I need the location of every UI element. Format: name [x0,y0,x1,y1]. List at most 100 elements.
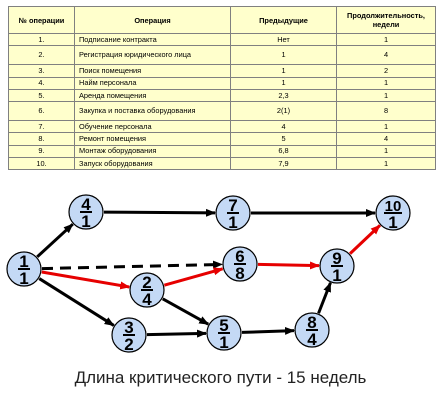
edge-n2-n6-critical [163,267,224,287]
table-row: 1. Подписание контракта Нет 1 [8,32,436,47]
edge-n1-n2-critical [41,270,131,290]
node-number: 7 [228,196,237,215]
critical-path-caption: Длина критического пути - 15 недель [74,368,367,387]
table-row: 10. Запуск оборудования 7,9 1 [8,157,436,171]
edge-n2-n5 [161,297,210,326]
edge-n5-n8 [241,326,296,335]
cell-operation: Обучение персонала [74,120,231,134]
col-header-duration: Продолжительность, недели [336,6,436,34]
node-duration: 4 [142,290,152,309]
table-row: 8. Ремонт помещения 5 4 [8,132,436,146]
table-header-row: № операции Операция Предыдущие Продолжит… [8,6,436,34]
table-row: 7. Обучение персонала 4 1 [8,120,436,134]
table-row: 9. Монтаж оборудования 6,8 1 [8,144,436,159]
cell-number: 1. [8,32,75,47]
table-row: 2. Регистрация юридического лица 1 4 [8,45,436,66]
cell-duration: 1 [336,88,436,103]
event-node-3: 32 [111,317,147,354]
operations-table: № операции Операция Предыдущие Продолжит… [8,6,436,171]
cell-previous: 4 [230,120,337,134]
event-node-2: 24 [129,272,165,309]
edge-n4-n7 [103,208,217,217]
node-duration: 1 [19,269,28,288]
cell-duration: 1 [336,120,436,134]
cell-previous: 2(1) [230,101,337,122]
cell-number: 4. [8,76,75,90]
event-node-7: 71 [215,195,251,232]
cell-duration: 2 [336,64,436,78]
cell-number: 7. [8,120,75,134]
event-node-1: 11 [6,251,42,288]
cell-previous: 2,3 [230,88,337,103]
node-duration: 1 [332,266,341,285]
node-number: 1 [19,252,28,271]
table-row: 6. Закупка и поставка оборудования 2(1) … [8,101,436,122]
edge-n8-n9 [317,281,332,314]
edge-n9-n10-critical [349,224,381,255]
node-duration: 1 [81,212,90,231]
node-duration: 1 [388,213,397,232]
table-row: 5. Аренда помещения 2,3 1 [8,88,436,103]
node-duration: 1 [228,213,237,232]
cell-operation: Ремонт помещения [74,132,231,146]
edge-n6-n9-critical [257,261,321,270]
col-header-previous: Предыдущие [230,6,337,34]
cell-number: 2. [8,45,75,66]
node-duration: 2 [124,335,133,354]
node-number: 8 [307,313,316,332]
cell-operation: Регистрация юридического лица [74,45,231,66]
edge-n1-n3 [38,277,115,327]
event-node-10: 101 [375,195,411,232]
node-number: 10 [385,198,402,215]
cell-operation: Найм персонала [74,76,231,90]
cell-number: 10. [8,157,75,171]
cell-number: 8. [8,132,75,146]
cell-previous: 5 [230,132,337,146]
cell-operation: Запуск оборудования [74,157,231,171]
col-header-operation: Операция [74,6,231,34]
cell-previous: 1 [230,45,337,66]
event-node-5: 51 [206,315,242,352]
node-number: 2 [142,273,151,292]
cell-previous: 7,9 [230,157,337,171]
cell-previous: 1 [230,76,337,90]
event-node-6: 68 [222,246,258,283]
cell-previous: Нет [230,32,337,47]
edges-layer [36,208,381,338]
node-number: 4 [81,195,91,214]
cell-number: 9. [8,144,75,159]
cell-duration: 8 [336,101,436,122]
cell-duration: 1 [336,157,436,171]
table-row: 3. Поиск помещения 1 2 [8,64,436,78]
node-number: 6 [235,247,244,266]
node-duration: 1 [219,333,228,352]
cell-previous: 6,8 [230,144,337,159]
cell-number: 3. [8,64,75,78]
node-number: 9 [332,249,341,268]
cell-duration: 4 [336,132,436,146]
edge-n1-n6 [41,260,224,271]
table-row: 4. Найм персонала 1 1 [8,76,436,90]
cell-operation: Аренда помещения [74,88,231,103]
cell-number: 5. [8,88,75,103]
cell-number: 6. [8,101,75,122]
node-duration: 4 [307,330,317,349]
node-number: 3 [124,318,133,337]
cell-duration: 1 [336,144,436,159]
event-node-9: 91 [319,248,355,285]
edge-n3-n5 [146,329,208,338]
node-number: 5 [219,316,228,335]
cell-duration: 1 [336,32,436,47]
cell-previous: 1 [230,64,337,78]
cell-duration: 4 [336,45,436,66]
event-node-8: 84 [294,312,330,349]
node-duration: 8 [235,264,244,283]
event-node-4: 41 [68,194,104,231]
col-header-number: № операции [8,6,75,34]
cell-duration: 1 [336,76,436,90]
cell-operation: Подписание контракта [74,32,231,47]
cell-operation: Монтаж оборудования [74,144,231,159]
cell-operation: Закупка и поставка оборудования [74,101,231,122]
